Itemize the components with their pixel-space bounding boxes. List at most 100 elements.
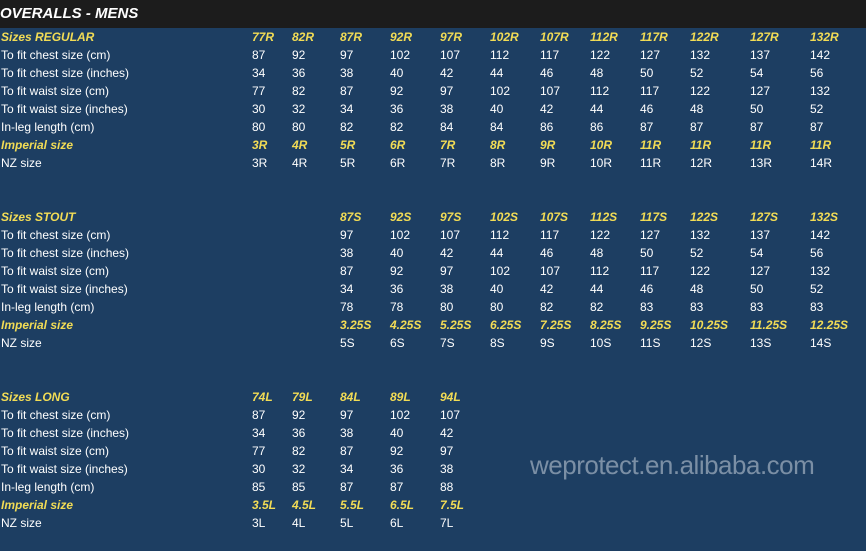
table-cell: 84L <box>340 390 361 404</box>
table-cell: 132S <box>810 210 839 224</box>
table-cell: 8.25S <box>590 318 622 332</box>
table-cell: 5.25S <box>440 318 472 332</box>
table-cell: 34 <box>252 66 266 80</box>
table-cell: 54 <box>750 66 764 80</box>
table-cell: 44 <box>490 246 504 260</box>
table-cell: 52 <box>810 102 824 116</box>
table-cell: 137 <box>750 48 771 62</box>
table-cell: 83 <box>810 300 824 314</box>
table-cell: 132 <box>690 228 711 242</box>
table-cell: 87 <box>750 120 764 134</box>
table-cell: 142 <box>810 48 831 62</box>
table-cell: 34 <box>252 426 266 440</box>
row-label: To fit chest size (cm) <box>1 48 111 62</box>
table-cell: 112S <box>590 210 618 224</box>
table-cell: 92 <box>292 408 306 422</box>
table-cell: 11R <box>690 138 712 152</box>
table-cell: 3L <box>252 516 266 530</box>
table-cell: 4.5L <box>292 498 317 512</box>
row-label: To fit chest size (inches) <box>1 246 130 260</box>
title-bar: OVERALLS - MENS <box>0 0 866 28</box>
table-cell: 87 <box>810 120 824 134</box>
table-cell: 132 <box>810 264 831 278</box>
table-cell: 30 <box>252 102 266 116</box>
table-cell: 10.25S <box>690 318 729 332</box>
table-cell: 10R <box>590 138 613 152</box>
table-cell: 107S <box>540 210 569 224</box>
table-cell: 40 <box>390 246 404 260</box>
table-cell: 7.5L <box>440 498 465 512</box>
table-cell: 83 <box>750 300 764 314</box>
table-cell: 7L <box>440 516 454 530</box>
table-cell: 82 <box>390 120 404 134</box>
table-cell: 78 <box>340 300 354 314</box>
table-row: To fit chest size (inches) 34 36 38 40 42 44 46… <box>0 64 866 82</box>
table-cell: 5.5L <box>340 498 365 512</box>
table-cell: 4R <box>292 156 308 170</box>
table-cell: 11S <box>640 336 661 350</box>
table-row: NZ size 5S 6S 7S 8S 9S 10S 11S 12S 13S 14S <box>0 334 866 352</box>
table-cell: 122R <box>690 30 719 44</box>
table-cell: 84 <box>490 120 504 134</box>
table-row: To fit chest size (cm) 87 92 97 102 107 <box>0 406 866 424</box>
table-cell: 87S <box>340 210 362 224</box>
row-label: To fit waist size (cm) <box>1 84 110 98</box>
table-cell: 3R <box>252 138 268 152</box>
table-cell: 87 <box>690 120 704 134</box>
table-cell: 56 <box>810 66 824 80</box>
table-cell: 11R <box>750 138 772 152</box>
table-row: NZ size 3R 4R 5R 6R 7R 8R 9R 10R 11R 12R 13R 14R <box>0 154 866 172</box>
table-cell: 107 <box>440 408 461 422</box>
table-cell: 9R <box>540 156 556 170</box>
table-cell: 34 <box>340 282 354 296</box>
table-cell: 117 <box>540 48 560 62</box>
table-cell: 14R <box>810 156 833 170</box>
table-cell: 38 <box>340 426 354 440</box>
table-cell: 86 <box>540 120 554 134</box>
table-cell: 102S <box>490 210 519 224</box>
table-cell: 36 <box>390 282 404 296</box>
table-cell: 80 <box>292 120 306 134</box>
table-cell: 83 <box>690 300 704 314</box>
table-cell: 11R <box>640 138 662 152</box>
table-cell: 44 <box>590 102 604 116</box>
table-cell: 127 <box>750 84 771 98</box>
row-label: To fit waist size (inches) <box>1 462 128 476</box>
table-cell: 117 <box>640 264 660 278</box>
table-cell: 8R <box>490 138 506 152</box>
table-cell: 137 <box>750 228 771 242</box>
table-cell: 36 <box>390 102 404 116</box>
table-cell: 13R <box>750 156 773 170</box>
row-label: To fit chest size (cm) <box>1 408 111 422</box>
table-cell: 82 <box>292 84 306 98</box>
table-cell: 9S <box>540 336 555 350</box>
table-cell: 107 <box>440 48 461 62</box>
table-cell: 122 <box>690 264 711 278</box>
table-cell: 14S <box>810 336 832 350</box>
table-row: To fit waist size (cm) 77 82 87 92 97 102 107 11… <box>0 82 866 100</box>
table-cell: 32 <box>292 102 306 116</box>
table-cell: 13S <box>750 336 772 350</box>
table-cell: 42 <box>540 282 554 296</box>
table-cell: 97 <box>440 264 454 278</box>
table-cell: 112 <box>490 48 510 62</box>
table-row: Imperial size 3.5L 4.5L 5.5L 6.5L 7.5L <box>0 496 866 514</box>
table-cell: 6L <box>390 516 404 530</box>
table-cell: 94L <box>440 390 461 404</box>
table-cell: 8R <box>490 156 506 170</box>
table-cell: 38 <box>440 102 454 116</box>
table-cell: 77 <box>252 84 266 98</box>
table-cell: 102 <box>490 264 511 278</box>
table-cell: 112 <box>490 228 510 242</box>
row-label: NZ size <box>1 156 42 170</box>
row-label: Imperial size <box>1 318 74 332</box>
table-cell: 36 <box>292 426 306 440</box>
table-row: To fit chest size (inches) 38 40 42 44 46 48 50… <box>0 244 866 262</box>
table-cell: 34 <box>340 102 354 116</box>
table-cell: 8S <box>490 336 505 350</box>
table-cell: 87 <box>252 408 266 422</box>
table-cell: 82 <box>292 444 306 458</box>
section-header-stout: Sizes STOUT 87S 92S 97S 102S 107S 112S 117S 122S… <box>0 208 866 226</box>
table-cell: 84 <box>440 120 454 134</box>
row-label: To fit waist size (inches) <box>1 282 128 296</box>
